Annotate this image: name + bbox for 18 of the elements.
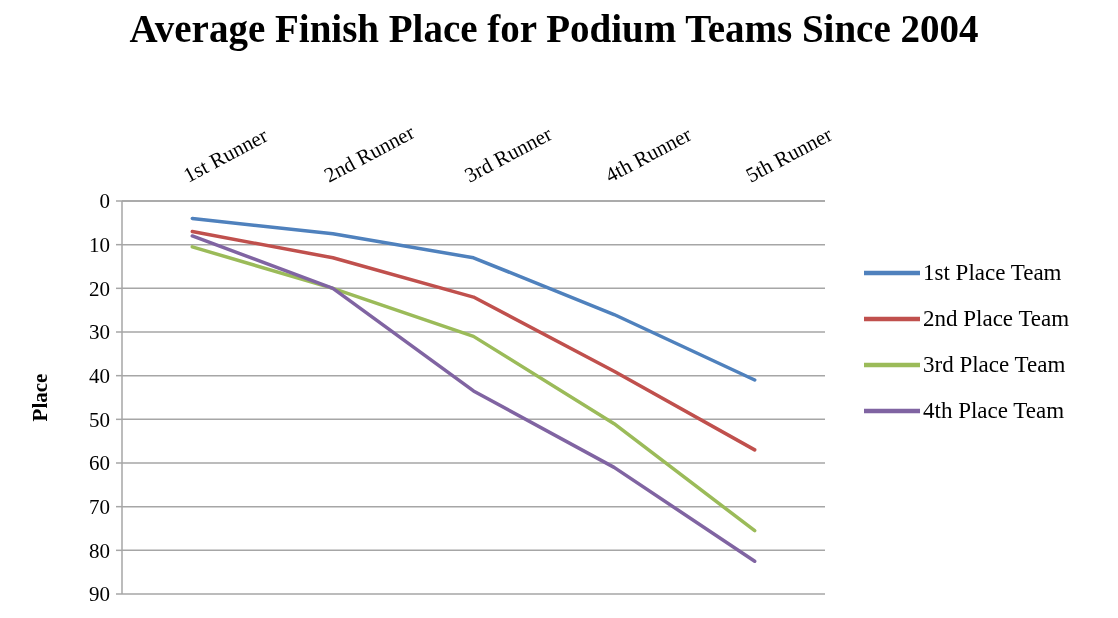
y-tick-label: 90: [89, 582, 110, 607]
y-tick-label: 30: [89, 320, 110, 345]
legend-label: 1st Place Team: [923, 260, 1062, 286]
y-tick-label: 10: [89, 233, 110, 258]
y-tick-label: 40: [89, 364, 110, 389]
legend-label: 4th Place Team: [923, 398, 1065, 424]
y-axis-title: Place: [28, 373, 52, 422]
y-tick-label: 70: [89, 495, 110, 520]
chart-title: Average Finish Place for Podium Teams Since 2004: [128, 6, 980, 51]
y-tick-label: 50: [89, 407, 110, 432]
legend-label: 3rd Place Team: [923, 352, 1066, 378]
y-tick-label: 0: [99, 189, 110, 214]
y-tick-label: 20: [89, 276, 110, 301]
line-series: [190, 216, 757, 382]
line-series: [190, 229, 757, 452]
legend-label: 2nd Place Team: [923, 306, 1070, 332]
y-tick-label: 80: [89, 538, 110, 563]
y-tick-label: 60: [89, 451, 110, 476]
